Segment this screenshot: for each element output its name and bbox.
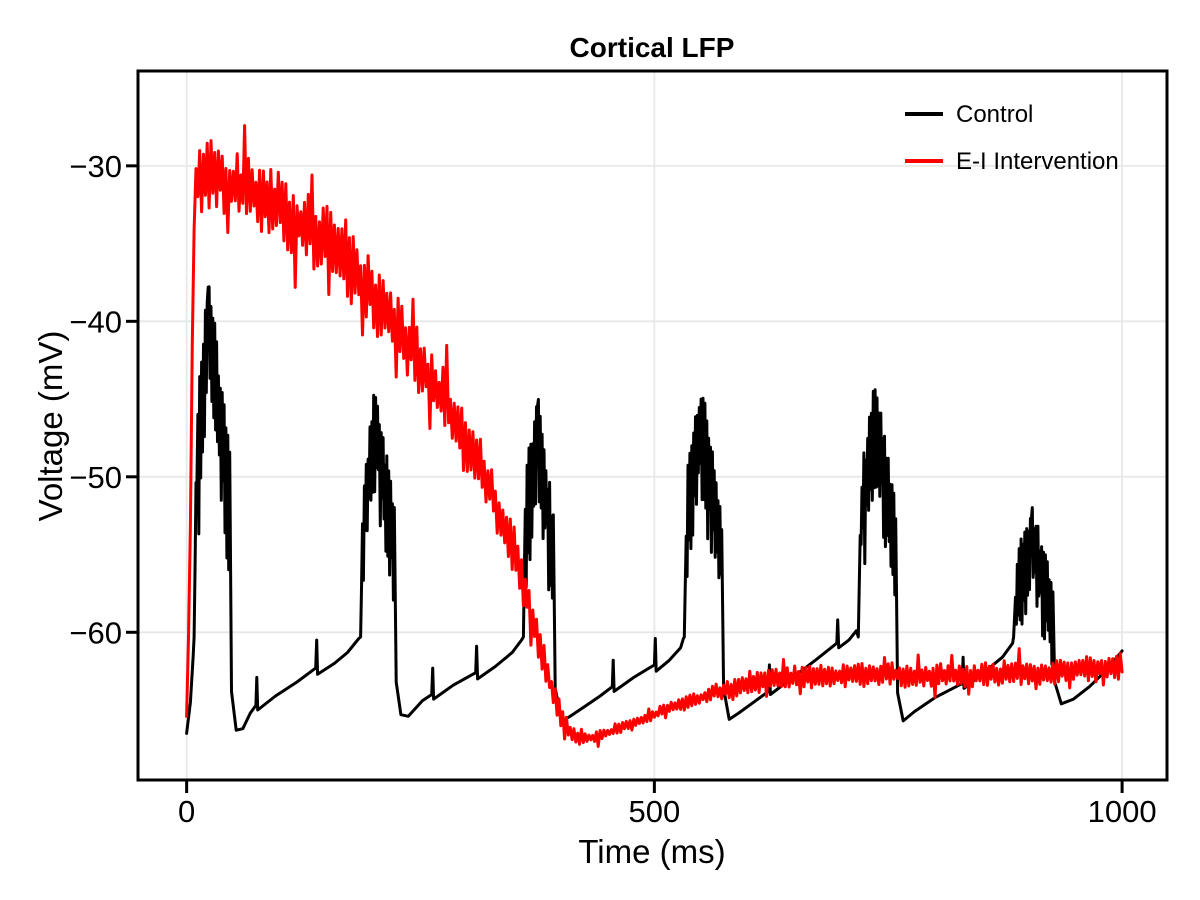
trace-layer [185, 124, 1124, 748]
x-axis-label: Time (ms) [578, 833, 725, 870]
axis-ticks: 0 500 1000 −30 −40 −50 −60 [69, 149, 1156, 829]
x-tick-label: 500 [629, 794, 681, 829]
y-tick-label: −30 [69, 149, 122, 184]
gridlines [138, 71, 1167, 780]
plot-frame [136, 69, 1169, 782]
legend-label-intervention: E-I Intervention [956, 148, 1119, 175]
legend: Control E-I Intervention [905, 101, 1119, 175]
chart-title: Cortical LFP [570, 32, 735, 63]
series-intervention-trace [185, 124, 1124, 748]
y-tick-label: −50 [69, 460, 122, 495]
y-tick-label: −40 [69, 304, 122, 339]
x-tick-label: 1000 [1088, 794, 1157, 829]
x-tick-label: 0 [178, 794, 195, 829]
legend-label-control: Control [956, 101, 1033, 128]
y-axis-label: Voltage (mV) [32, 331, 69, 522]
y-tick-label: −60 [69, 615, 122, 650]
